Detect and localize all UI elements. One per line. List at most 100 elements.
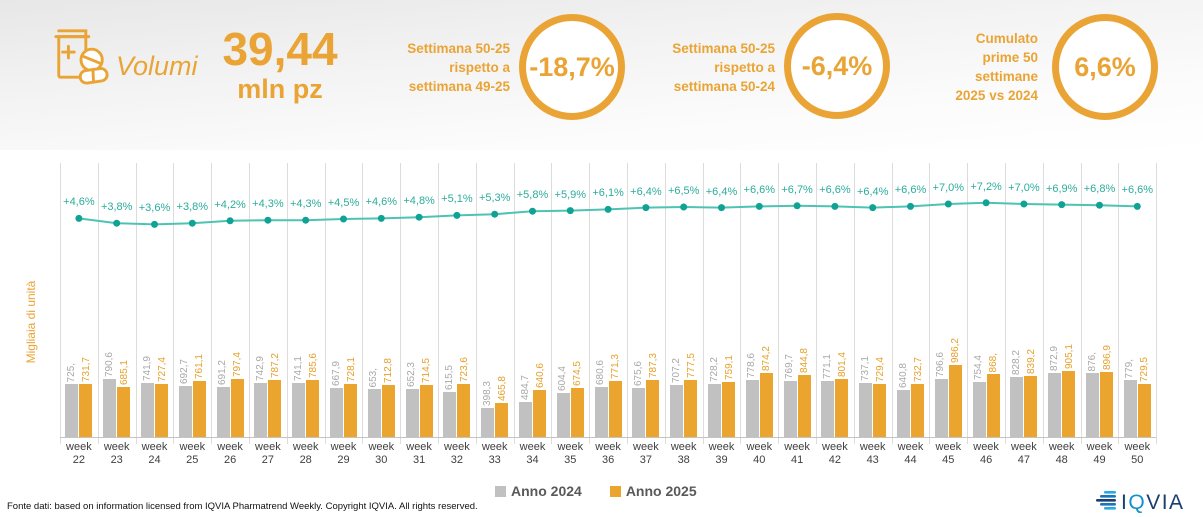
bar-2025 <box>117 387 131 437</box>
gridline <box>362 163 364 444</box>
gridline <box>702 163 704 444</box>
bar-2025 <box>344 384 357 437</box>
line-point-label: +3,6% <box>138 202 171 215</box>
line-point-label: +5,9% <box>554 188 587 201</box>
gridline <box>60 163 61 444</box>
bar-2024 <box>1048 373 1062 437</box>
line-point-label: +4,3% <box>289 198 322 211</box>
bar-value-2024: 675,6 <box>632 360 644 386</box>
week-label: week 50 <box>1124 441 1151 466</box>
kpi-yoy-week-circle: -6,4% <box>784 13 890 119</box>
bar-value-2024: 779, <box>1124 358 1136 378</box>
bar-value-2024: 876, <box>1086 351 1098 371</box>
line-point-label: +6,6% <box>1121 184 1154 197</box>
line-dot <box>1096 201 1103 209</box>
bar-value-2025: 868, <box>988 352 1000 372</box>
line-dot <box>377 214 385 222</box>
line-dot <box>529 207 536 215</box>
line-point-label: +6,7% <box>781 183 813 196</box>
bar-value-2025: 731,7 <box>80 356 92 382</box>
bar-2025 <box>570 388 584 437</box>
gridline <box>1042 163 1044 444</box>
bar-2025 <box>495 403 509 437</box>
bar-value-2024: 771,1 <box>821 353 833 379</box>
line-point-label: +6,9% <box>1045 182 1078 195</box>
bar-value-2024: 692,7 <box>179 358 191 384</box>
bar-value-2024: 741,1 <box>292 355 304 381</box>
line-dot <box>226 217 234 225</box>
line-point-label: +6,4% <box>630 185 662 198</box>
bar-2024 <box>1086 373 1099 437</box>
line-point-label: +6,4% <box>856 185 889 198</box>
bar-2025 <box>457 384 471 437</box>
bar-2025 <box>533 390 546 437</box>
bar-value-2025: 797,4 <box>232 351 244 377</box>
bar-value-2024: 707,2 <box>670 357 682 383</box>
gridline <box>249 163 250 444</box>
bar-2024 <box>972 382 986 437</box>
svg-text:IQVIA: IQVIA <box>1121 491 1185 514</box>
bar-value-2025: 728,1 <box>345 356 357 382</box>
gridline <box>513 163 515 444</box>
bar-2025 <box>722 382 735 437</box>
bar-2025 <box>646 380 660 437</box>
kpi-cumulative-label: Cumulato prime 50 settimane 2025 vs 2024 <box>955 31 1038 103</box>
bar-value-2025: 785,6 <box>307 352 319 378</box>
gridline <box>400 163 402 444</box>
gridline <box>967 163 969 444</box>
line-point-label: +4,2% <box>214 198 246 211</box>
bar-value-2025: 874,2 <box>761 345 773 371</box>
bar-2024 <box>330 388 343 437</box>
line-dot <box>566 207 574 215</box>
bar-value-2025: 712,8 <box>383 357 395 383</box>
line-dot <box>415 213 423 221</box>
bar-value-2024: 741,9 <box>141 355 153 381</box>
bar-value-2024: 742,9 <box>254 355 266 381</box>
line-point-label: +4,5% <box>327 197 360 209</box>
week-label: week 48 <box>1048 441 1075 466</box>
gridline <box>97 163 99 444</box>
gridline <box>438 163 439 444</box>
week-label: week 49 <box>1086 441 1113 466</box>
gridline <box>627 163 628 444</box>
week-label: week 33 <box>481 441 508 466</box>
kpi-wow-label: Settimana 50-25 rispetto a settimana 49-… <box>407 41 510 94</box>
volumes-title: Volumi <box>116 50 198 81</box>
bar-2025 <box>608 381 622 437</box>
line-dot <box>264 216 272 224</box>
bar-2024 <box>594 387 608 437</box>
y-axis-label: Migliaia di unità <box>24 280 38 364</box>
bar-2024 <box>65 384 79 437</box>
bar-2025 <box>948 365 962 437</box>
chart-legend: Anno 2024 Anno 2025 <box>495 483 697 499</box>
line-dot <box>755 202 763 210</box>
legend-label-2024: Anno 2024 <box>511 483 582 499</box>
bar-value-2024: 728,2 <box>708 356 720 382</box>
bar-value-2024: 640,8 <box>897 362 909 388</box>
x-axis-line <box>60 437 1157 438</box>
kpi-wow-value: -18,7% <box>529 51 615 82</box>
bar-value-2025: 896,9 <box>1101 344 1113 370</box>
bar-2024 <box>897 390 910 437</box>
kpi-wow-circle: -18,7% <box>519 14 625 120</box>
bar-2024 <box>708 384 721 437</box>
bar-2024 <box>103 379 117 437</box>
gridline <box>589 163 591 444</box>
bar-value-2025: 723,6 <box>458 356 470 382</box>
bar-2024 <box>216 387 230 437</box>
total-volume-value: 39,44 <box>222 23 338 75</box>
line-point-label: +7,2% <box>970 180 1002 193</box>
line-dot <box>340 215 347 223</box>
bar-value-2024: 872,9 <box>1048 345 1060 371</box>
bar-2024 <box>783 381 797 437</box>
bar-value-2025: 839,2 <box>1025 348 1037 374</box>
line-dot <box>151 220 158 228</box>
bar-2025 <box>684 380 698 437</box>
bar-value-2025: 640,6 <box>534 362 546 388</box>
line-dot <box>75 214 83 222</box>
line-dot <box>982 199 990 207</box>
bar-value-2024: 828,2 <box>1010 349 1022 375</box>
week-label: week 30 <box>368 441 395 466</box>
bar-2025 <box>155 384 168 437</box>
